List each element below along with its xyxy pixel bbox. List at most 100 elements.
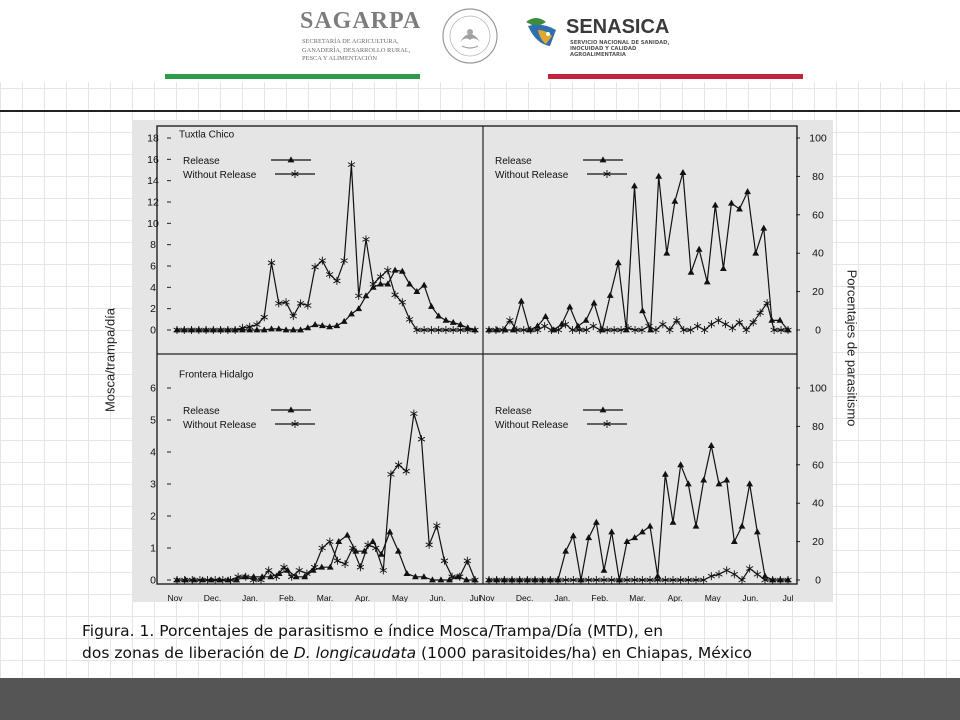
y-tick-label: 0 [815, 325, 821, 337]
legend-marker-release [287, 156, 295, 163]
data-point-without-release [440, 556, 449, 565]
y-tick-label: 0 [815, 575, 821, 587]
data-point-release [442, 316, 450, 323]
y-tick-label: 2 [150, 511, 156, 523]
data-point-without-release [669, 576, 677, 584]
figure-frame [156, 125, 798, 585]
mexico-seal-icon [440, 6, 500, 66]
data-point-without-release [700, 326, 709, 334]
data-point-without-release [652, 326, 660, 334]
data-point-release [566, 303, 574, 310]
data-point-without-release [523, 576, 532, 584]
y-tick-label: 3 [150, 479, 156, 491]
y-tick-label: 20 [812, 286, 824, 298]
data-point-without-release [303, 569, 311, 578]
data-point-release [435, 312, 443, 319]
data-point-release [253, 326, 261, 333]
data-point-release [391, 266, 399, 273]
caption-line-2-start: dos zonas de liberación de [82, 644, 294, 662]
data-point-release [639, 307, 646, 314]
data-point-without-release [349, 544, 357, 552]
data-point-release [614, 259, 622, 266]
x-tick-label: May [705, 593, 722, 602]
legend-marker-release [599, 156, 607, 163]
x-tick-label: Feb. [591, 593, 608, 602]
data-point-without-release [249, 576, 258, 584]
data-point-release [600, 566, 608, 573]
y-tick-label: 1 [150, 543, 156, 555]
x-tick-label: Feb. [279, 593, 296, 602]
data-point-without-release [341, 560, 349, 568]
data-point-release [446, 576, 453, 583]
data-point-release [457, 321, 464, 328]
data-point-without-release [540, 322, 549, 331]
data-point-release [590, 299, 598, 306]
y-tick-label: 0 [150, 575, 156, 587]
y-tick-label: 80 [812, 421, 824, 433]
data-point-without-release [714, 316, 723, 325]
site-label: Tuxtla Chico [179, 129, 235, 140]
data-point-release [386, 528, 394, 535]
data-point-release [301, 573, 309, 580]
data-point-without-release [376, 272, 385, 281]
data-point-without-release [728, 324, 737, 333]
x-tick-label: Jul [783, 593, 794, 602]
data-point-without-release [402, 467, 410, 476]
data-point-without-release [715, 570, 723, 579]
data-point-without-release [485, 326, 493, 334]
data-point-release [282, 326, 290, 333]
data-point-without-release [676, 576, 685, 584]
data-point-without-release [515, 576, 524, 584]
data-point-without-release [456, 326, 465, 334]
legend-marker-without-release [291, 170, 299, 178]
data-point-release [684, 480, 692, 487]
series-line-without-release [177, 413, 476, 581]
y-tick-label: 6 [150, 383, 156, 395]
data-point-release [340, 317, 348, 324]
x-tick-label: Dec. [516, 593, 533, 602]
data-point-release [608, 528, 616, 535]
x-tick-label: Jan. [242, 593, 258, 602]
data-point-release [429, 576, 436, 583]
senasica-logo: SENASICA SERVICIO NACIONAL DE SANIDAD, I… [522, 12, 682, 62]
data-point-release [377, 280, 384, 287]
data-point-without-release [492, 576, 501, 584]
data-point-release [719, 264, 727, 271]
data-point-release [655, 172, 663, 179]
data-point-release [318, 322, 326, 329]
data-point-without-release [173, 326, 181, 334]
data-point-without-release [267, 258, 276, 267]
data-point-without-release [340, 256, 348, 265]
data-point-without-release [425, 540, 433, 549]
data-point-without-release [777, 326, 785, 334]
y-tick-label: 12 [147, 197, 159, 209]
data-point-release [687, 268, 695, 275]
data-point-release [534, 322, 541, 329]
data-point-without-release [245, 322, 254, 331]
data-point-without-release [603, 326, 611, 334]
x-tick-label: Jun. [429, 593, 445, 602]
data-point-without-release [646, 576, 654, 584]
data-point-release [406, 280, 413, 287]
y-tick-label: 40 [812, 248, 824, 260]
data-point-without-release [242, 572, 250, 581]
data-point-without-release [456, 572, 464, 581]
data-point-without-release [520, 326, 528, 334]
data-point-without-release [391, 290, 399, 299]
x-tick-label: Nov [167, 593, 183, 602]
series-line-release [177, 269, 476, 331]
data-point-without-release [427, 326, 436, 334]
data-point-release [377, 550, 385, 557]
y-tick-label: 16 [147, 154, 159, 166]
data-point-release [695, 245, 703, 252]
data-point-without-release [561, 320, 570, 329]
data-point-release [730, 538, 738, 544]
data-point-release [638, 528, 646, 535]
data-point-release [669, 518, 677, 525]
data-point-release [606, 291, 614, 298]
data-point-without-release [638, 326, 646, 334]
data-point-release [311, 321, 319, 328]
header-divider [0, 110, 960, 112]
data-point-without-release [442, 326, 450, 334]
data-point-release [289, 326, 297, 333]
